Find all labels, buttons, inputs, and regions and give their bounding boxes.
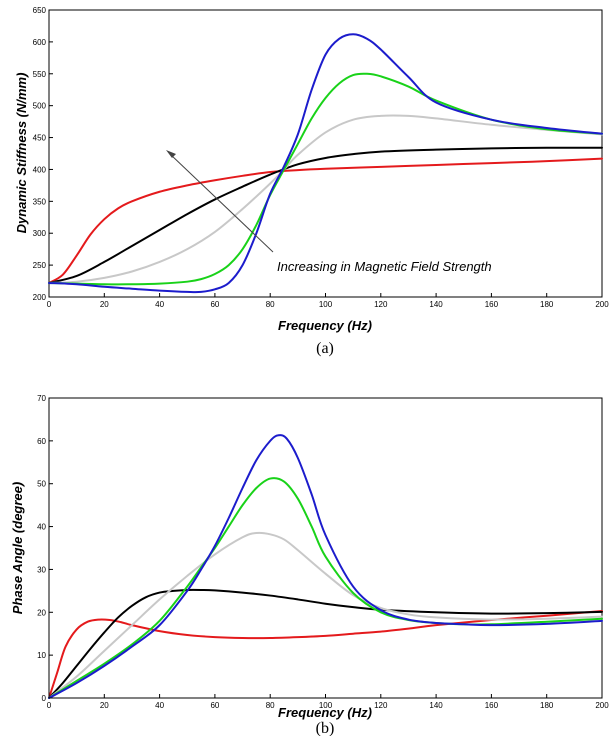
chart-b-y-tick-label: 30	[37, 565, 46, 574]
chart-b-series-red-line	[48, 610, 603, 699]
chart-b-x-tick-label: 0	[47, 701, 52, 710]
chart-a-y-tick-label: 550	[33, 70, 47, 79]
chart-b-y-tick-label: 0	[42, 694, 47, 703]
chart-a-x-tick-label: 200	[595, 300, 609, 309]
chart-a-x-tick-label: 40	[155, 300, 164, 309]
chart-b-caption: (b)	[316, 720, 335, 736]
chart-a-caption: (a)	[316, 340, 334, 357]
chart-b-y-tick-label: 70	[37, 394, 46, 403]
chart-b-series	[48, 434, 603, 699]
chart-b-x-tick-label: 80	[266, 701, 275, 710]
chart-b-x-tick-label: 160	[485, 701, 499, 710]
chart-b-y-tick-label: 60	[37, 437, 46, 446]
chart-b-series-gray-line	[48, 531, 603, 699]
chart-a: 0 20 40 60 80 100 120 140 160 180 200 200 250 300 350…	[14, 6, 609, 357]
chart-b-x-tick-label: 100	[319, 701, 333, 710]
chart-b-x-tick-label: 60	[210, 701, 219, 710]
chart-a-y-tick-label: 500	[33, 102, 47, 111]
chart-a-y-ticks: 200 250 300 350 400 450 500 550 600 650	[33, 6, 53, 302]
chart-a-y-tick-label: 200	[33, 293, 47, 302]
chart-a-x-tick-label: 60	[210, 300, 219, 309]
chart-a-annotation: Increasing in Magnetic Field Strength	[277, 259, 492, 274]
chart-a-x-axis-label: Frequency (Hz)	[278, 318, 372, 333]
chart-a-x-tick-label: 160	[485, 300, 499, 309]
chart-a-series-red-line	[48, 157, 603, 284]
chart-a-y-tick-label: 450	[33, 134, 47, 143]
chart-a-series-green-line	[48, 72, 603, 286]
chart-a-x-tick-label: 180	[540, 300, 554, 309]
chart-a-y-tick-label: 400	[33, 165, 47, 174]
chart-b-plot-frame	[48, 397, 603, 699]
chart-b-series-black-line	[48, 588, 603, 699]
chart-b-x-ticks: 0 20 40 60 80 100 120 140 160 180 200	[47, 694, 609, 710]
chart-a-y-tick-label: 300	[33, 229, 47, 238]
chart-a-series	[48, 33, 603, 294]
chart-b-y-tick-label: 20	[37, 608, 46, 617]
chart-b-x-tick-label: 120	[374, 701, 388, 710]
chart-b-y-tick-label: 10	[37, 651, 46, 660]
chart-a-y-tick-label: 600	[33, 38, 47, 47]
chart-a-x-tick-label: 100	[319, 300, 333, 309]
chart-a-series-black-line	[48, 146, 603, 284]
chart-a-x-tick-label: 120	[374, 300, 388, 309]
chart-a-x-tick-label: 80	[266, 300, 275, 309]
chart-b-x-tick-label: 180	[540, 701, 554, 710]
chart-a-y-tick-label: 650	[33, 6, 47, 15]
chart-a-plot-frame	[48, 9, 603, 298]
chart-b-y-axis-label: Phase Angle (degree)	[10, 482, 25, 614]
chart-b-series-blue-line	[48, 434, 603, 699]
chart-b-y-tick-label: 50	[37, 480, 46, 489]
chart-a-x-tick-label: 0	[47, 300, 52, 309]
chart-a-annotation-arrow	[166, 150, 274, 253]
chart-a-x-tick-label: 20	[100, 300, 109, 309]
chart-b-y-ticks: 0 10 20 30 40 50 60 70	[37, 394, 53, 703]
chart-b-x-tick-label: 140	[429, 701, 443, 710]
chart-a-y-axis-label: Dynamic Stiffness (N/mm)	[14, 73, 29, 234]
chart-a-y-tick-label: 350	[33, 197, 47, 206]
chart-b-x-axis-label: Frequency (Hz)	[278, 705, 372, 720]
chart-a-y-tick-label: 250	[33, 261, 47, 270]
chart-a-x-tick-label: 140	[429, 300, 443, 309]
chart-a-series-blue-line	[48, 33, 603, 294]
chart-b-y-tick-label: 40	[37, 523, 46, 532]
chart-b: 0 20 40 60 80 100 120 140 160 180 200 0 10 20 30 40 50 6…	[10, 394, 609, 736]
chart-a-x-ticks: 0 20 40 60 80 100 120 140 160 180 200	[47, 293, 609, 309]
chart-b-x-tick-label: 200	[595, 701, 609, 710]
chart-b-x-tick-label: 20	[100, 701, 109, 710]
chart-b-x-tick-label: 40	[155, 701, 164, 710]
